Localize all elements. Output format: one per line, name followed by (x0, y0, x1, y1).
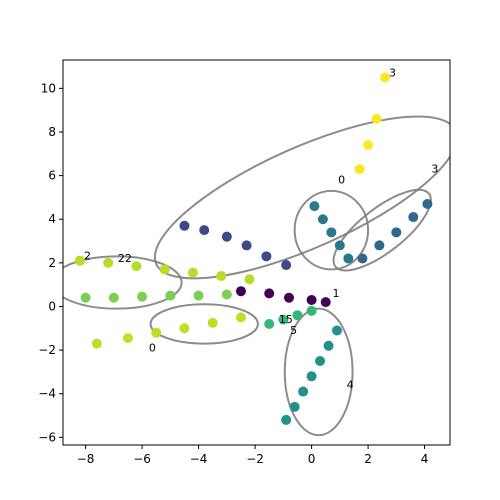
cluster-ellipse (283, 307, 354, 437)
data-point (187, 267, 198, 278)
data-point (298, 386, 309, 397)
data-point (264, 318, 275, 329)
y-tick-label: 10 (41, 81, 56, 95)
data-point (264, 288, 275, 299)
point-label: 1 (333, 287, 340, 300)
x-tick-label: 4 (421, 452, 429, 466)
data-point (221, 231, 232, 242)
data-point (193, 290, 204, 301)
data-point (354, 164, 365, 175)
cluster-ellipse (332, 188, 432, 272)
point-label-layer: 3 3 2 0 5 4 0 1 15 22 (84, 66, 438, 391)
x-tick-label: −2 (246, 452, 264, 466)
data-point (363, 140, 374, 151)
data-point (422, 198, 433, 209)
data-point (374, 240, 385, 251)
x-axis: −8 −6 −4 −2 0 2 4 (77, 445, 429, 466)
point-label: 3 (389, 66, 396, 79)
ellipse-layer (63, 115, 450, 437)
cluster-ellipse (149, 303, 259, 345)
data-point (91, 338, 102, 349)
data-point (159, 264, 170, 275)
data-point (108, 292, 119, 303)
point-label: 0 (338, 173, 345, 186)
data-point (281, 414, 292, 425)
data-point (317, 214, 328, 225)
data-point (408, 212, 419, 223)
point-label: 5 (290, 324, 297, 337)
data-point (306, 294, 317, 305)
y-tick-label: −2 (38, 343, 56, 357)
data-point (391, 227, 402, 238)
data-point (235, 286, 246, 297)
x-tick-label: 0 (308, 452, 316, 466)
data-point (131, 261, 142, 272)
data-point (380, 72, 391, 83)
point-label: 22 (118, 252, 132, 265)
y-tick-label: 8 (48, 125, 56, 139)
data-point (326, 227, 337, 238)
data-point (74, 255, 85, 266)
data-point (320, 297, 331, 308)
point-label: 3 (431, 162, 438, 175)
data-point (278, 314, 289, 325)
plot-frame (62, 59, 451, 446)
data-point (103, 257, 114, 268)
data-point (306, 371, 317, 382)
point-label: 0 (149, 341, 156, 354)
data-point (199, 225, 210, 236)
y-axis: −6 −4 −2 0 2 4 6 8 10 (38, 81, 63, 444)
data-point (235, 312, 246, 323)
data-point (289, 401, 300, 412)
data-point (343, 253, 354, 264)
x-tick-label: −4 (190, 452, 208, 466)
point-label: 15 (279, 313, 293, 326)
point-layer (74, 72, 433, 425)
data-point (207, 317, 218, 328)
data-point (357, 253, 368, 264)
x-tick-label: 2 (364, 452, 372, 466)
data-point (323, 340, 334, 351)
y-tick-label: 2 (48, 256, 56, 270)
data-point (179, 220, 190, 231)
point-label: 4 (347, 378, 354, 391)
data-point (137, 291, 148, 302)
data-point (309, 201, 320, 212)
data-point (122, 333, 133, 344)
y-tick-label: −6 (38, 430, 56, 444)
y-tick-label: 6 (48, 169, 56, 183)
x-tick-label: −8 (77, 452, 95, 466)
cluster-ellipse (63, 255, 183, 310)
data-point (151, 327, 162, 338)
point-label: 2 (84, 250, 91, 263)
data-point (283, 292, 294, 303)
x-tick-label: −6 (133, 452, 151, 466)
data-point (261, 251, 272, 262)
data-point (165, 290, 176, 301)
data-point (80, 292, 91, 303)
data-point (216, 270, 227, 281)
data-point (371, 113, 382, 124)
data-point (281, 260, 292, 271)
data-point (292, 310, 303, 321)
y-tick-label: −4 (38, 387, 56, 401)
cluster-ellipse (293, 189, 370, 271)
data-point (179, 323, 190, 334)
data-point (332, 325, 343, 336)
y-tick-label: 4 (48, 212, 56, 226)
data-point (221, 289, 232, 300)
data-point (334, 240, 345, 251)
data-point (315, 356, 326, 367)
y-tick-label: 0 (48, 299, 56, 313)
data-point (241, 240, 252, 251)
cluster-ellipse (153, 115, 450, 280)
data-point (306, 305, 317, 316)
data-point (244, 274, 255, 285)
